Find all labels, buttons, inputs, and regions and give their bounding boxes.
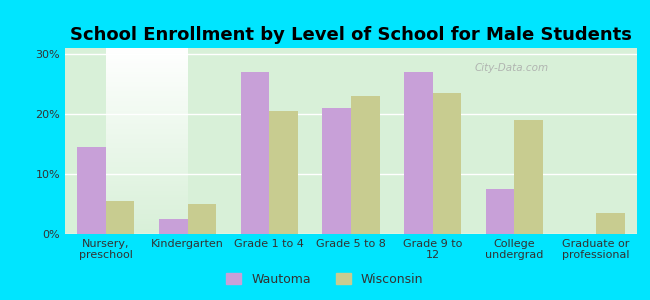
Legend: Wautoma, Wisconsin: Wautoma, Wisconsin: [222, 268, 428, 291]
Bar: [433, 93, 462, 234]
Bar: [240, 72, 269, 234]
Bar: [269, 111, 298, 234]
Bar: [188, 204, 216, 234]
Text: City-Data.com: City-Data.com: [474, 63, 548, 73]
Bar: [77, 147, 106, 234]
Title: School Enrollment by Level of School for Male Students: School Enrollment by Level of School for…: [70, 26, 632, 44]
Bar: [159, 219, 188, 234]
Bar: [596, 213, 625, 234]
Bar: [106, 201, 135, 234]
Bar: [486, 189, 514, 234]
Bar: [322, 108, 351, 234]
Bar: [351, 96, 380, 234]
Bar: [404, 72, 433, 234]
Bar: [514, 120, 543, 234]
